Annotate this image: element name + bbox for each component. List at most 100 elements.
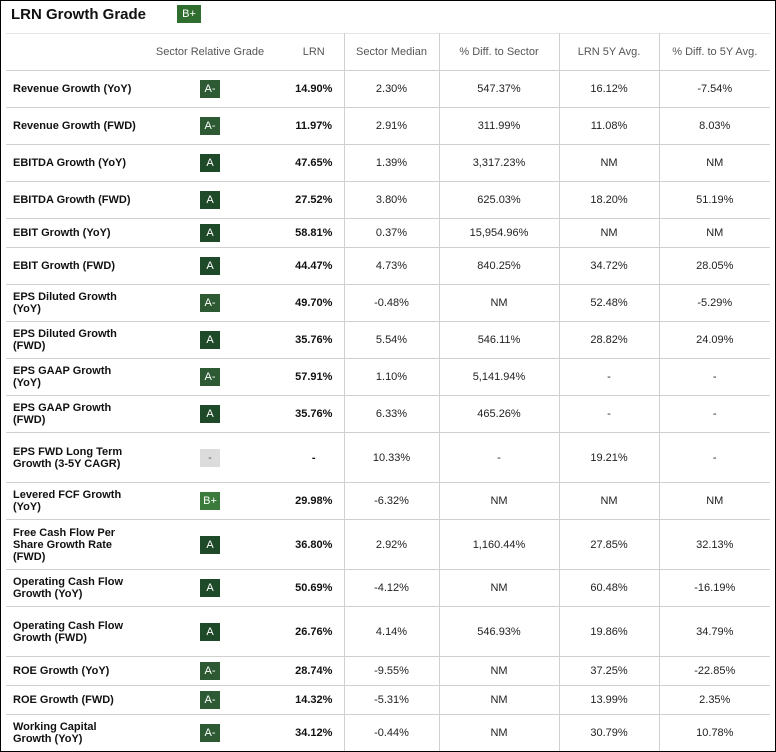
diff-five-year-value: 8.03% [659, 107, 770, 145]
lrn-value: 36.80% [284, 519, 345, 570]
grade-cell: A [136, 519, 284, 570]
lrn-value: 49.70% [284, 284, 345, 322]
lrn-value: 26.76% [284, 606, 345, 657]
metric-cell: EBIT Growth (FWD) [6, 247, 136, 285]
diff-five-year-value: -22.85% [659, 656, 770, 686]
lrn-value: 47.65% [284, 144, 345, 182]
sector-median-value: 2.30% [344, 70, 440, 108]
table-row: EPS FWD Long Term Growth (3-5Y CAGR) - -10… [6, 432, 770, 483]
grade-cell: - [136, 432, 284, 483]
grade-badge: A [200, 405, 220, 423]
table-row: Operating Cash Flow Growth (FWD) A 26.76% 4… [6, 606, 770, 657]
lrn-value: - [284, 432, 345, 483]
five-year-avg-value: NM [559, 218, 660, 248]
diff-sector-value: 5,141.94% [439, 358, 560, 396]
five-year-avg-value: NM [559, 482, 660, 520]
five-year-avg-value: 27.85% [559, 519, 660, 570]
diff-five-year-value: 28.05% [659, 247, 770, 285]
grade-cell: A [136, 144, 284, 182]
diff-sector-value: NM [439, 656, 560, 686]
diff-sector-value: 465.26% [439, 395, 560, 433]
grade-badge: B+ [200, 492, 220, 510]
sector-median-value: 0.37% [344, 218, 440, 248]
diff-five-year-value: NM [659, 144, 770, 182]
diff-sector-value: 1,160.44% [439, 519, 560, 570]
page-title: LRN Growth Grade [11, 5, 147, 23]
grade-cell: A- [136, 107, 284, 145]
lrn-value: 29.98% [284, 482, 345, 520]
diff-sector-value: 311.99% [439, 107, 560, 145]
grade-badge: A- [200, 368, 220, 386]
sector-median-value: 2.92% [344, 519, 440, 570]
grade-cell: A [136, 569, 284, 607]
grade-cell: A- [136, 656, 284, 686]
diff-five-year-value: NM [659, 482, 770, 520]
lrn-value: 14.90% [284, 70, 345, 108]
table-row: Free Cash Flow Per Share Growth Rate (FW… [6, 519, 770, 570]
grade-cell: A- [136, 284, 284, 322]
lrn-value: 57.91% [284, 358, 345, 396]
metric-cell: EPS Diluted Growth (YoY) [6, 284, 136, 322]
lrn-value: 35.76% [284, 395, 345, 433]
sector-median-value: 1.10% [344, 358, 440, 396]
metric-cell: EBIT Growth (YoY) [6, 218, 136, 248]
grade-badge: A [200, 622, 220, 641]
diff-five-year-value: NM [659, 218, 770, 248]
table-row: Levered FCF Growth (YoY) B+ 29.98% -6.32% NM… [6, 482, 770, 520]
sector-median-value: 5.54% [344, 321, 440, 359]
sector-median-value: -6.32% [344, 482, 440, 520]
grade-badge: A [200, 331, 220, 349]
metric-cell: EPS Diluted Growth (FWD) [6, 321, 136, 359]
grade-badge: A [200, 257, 220, 275]
grade-cell: A [136, 247, 284, 285]
metric-cell: Levered FCF Growth (YoY) [6, 482, 136, 520]
sector-median-value: 4.14% [344, 606, 440, 657]
table-row: Operating Cash Flow Growth (YoY) A 50.69% -… [6, 569, 770, 607]
diff-sector-value: 547.37% [439, 70, 560, 108]
grade-cell: A [136, 218, 284, 248]
five-year-avg-value: NM [559, 144, 660, 182]
grade-badge: A- [200, 80, 220, 98]
diff-sector-value: 840.25% [439, 247, 560, 285]
diff-five-year-value: 34.79% [659, 606, 770, 657]
table-row: Revenue Growth (YoY) A- 14.90% 2.30% 547.37%… [6, 70, 770, 108]
diff-sector-value: NM [439, 482, 560, 520]
metric-cell: Working Capital Growth (YoY) [6, 714, 136, 751]
metric-cell: Revenue Growth (YoY) [6, 70, 136, 108]
sector-median-value: 4.73% [344, 247, 440, 285]
sector-median-value: 6.33% [344, 395, 440, 433]
lrn-value: 11.97% [284, 107, 345, 145]
table-row: EPS Diluted Growth (FWD) A 35.76% 5.54% 546.… [6, 321, 770, 359]
col-header-diff-sector: % Diff. to Sector [439, 33, 560, 71]
diff-sector-value: - [439, 432, 560, 483]
growth-table: Sector Relative Grade LRN Sector Median … [6, 33, 770, 751]
diff-five-year-value: - [659, 395, 770, 433]
grade-cell: A- [136, 714, 284, 751]
five-year-avg-value: 30.79% [559, 714, 660, 751]
lrn-value: 50.69% [284, 569, 345, 607]
grade-badge: A [200, 154, 220, 172]
table-row: EBITDA Growth (YoY) A 47.65% 1.39% 3,317.23%… [6, 144, 770, 182]
diff-sector-value: 546.11% [439, 321, 560, 359]
diff-five-year-value: 32.13% [659, 519, 770, 570]
metric-cell: ROE Growth (FWD) [6, 685, 136, 715]
diff-five-year-value: -5.29% [659, 284, 770, 322]
metric-cell: Revenue Growth (FWD) [6, 107, 136, 145]
metric-cell: Operating Cash Flow Growth (FWD) [6, 606, 136, 657]
metric-cell: EBITDA Growth (FWD) [6, 181, 136, 219]
grade-cell: A- [136, 358, 284, 396]
table-header-row: Sector Relative Grade LRN Sector Median … [6, 33, 770, 71]
five-year-avg-value: 34.72% [559, 247, 660, 285]
five-year-avg-value: - [559, 395, 660, 433]
metric-cell: EPS FWD Long Term Growth (3-5Y CAGR) [6, 432, 136, 483]
sector-median-value: 10.33% [344, 432, 440, 483]
diff-five-year-value: - [659, 432, 770, 483]
diff-five-year-value: -16.19% [659, 569, 770, 607]
lrn-value: 28.74% [284, 656, 345, 686]
col-header-lrn: LRN [284, 33, 345, 71]
five-year-avg-value: 37.25% [559, 656, 660, 686]
grade-badge: A- [200, 662, 220, 680]
col-header-5y-avg: LRN 5Y Avg. [559, 33, 660, 71]
table-row: EPS Diluted Growth (YoY) A- 49.70% -0.48% NM… [6, 284, 770, 322]
diff-five-year-value: 24.09% [659, 321, 770, 359]
